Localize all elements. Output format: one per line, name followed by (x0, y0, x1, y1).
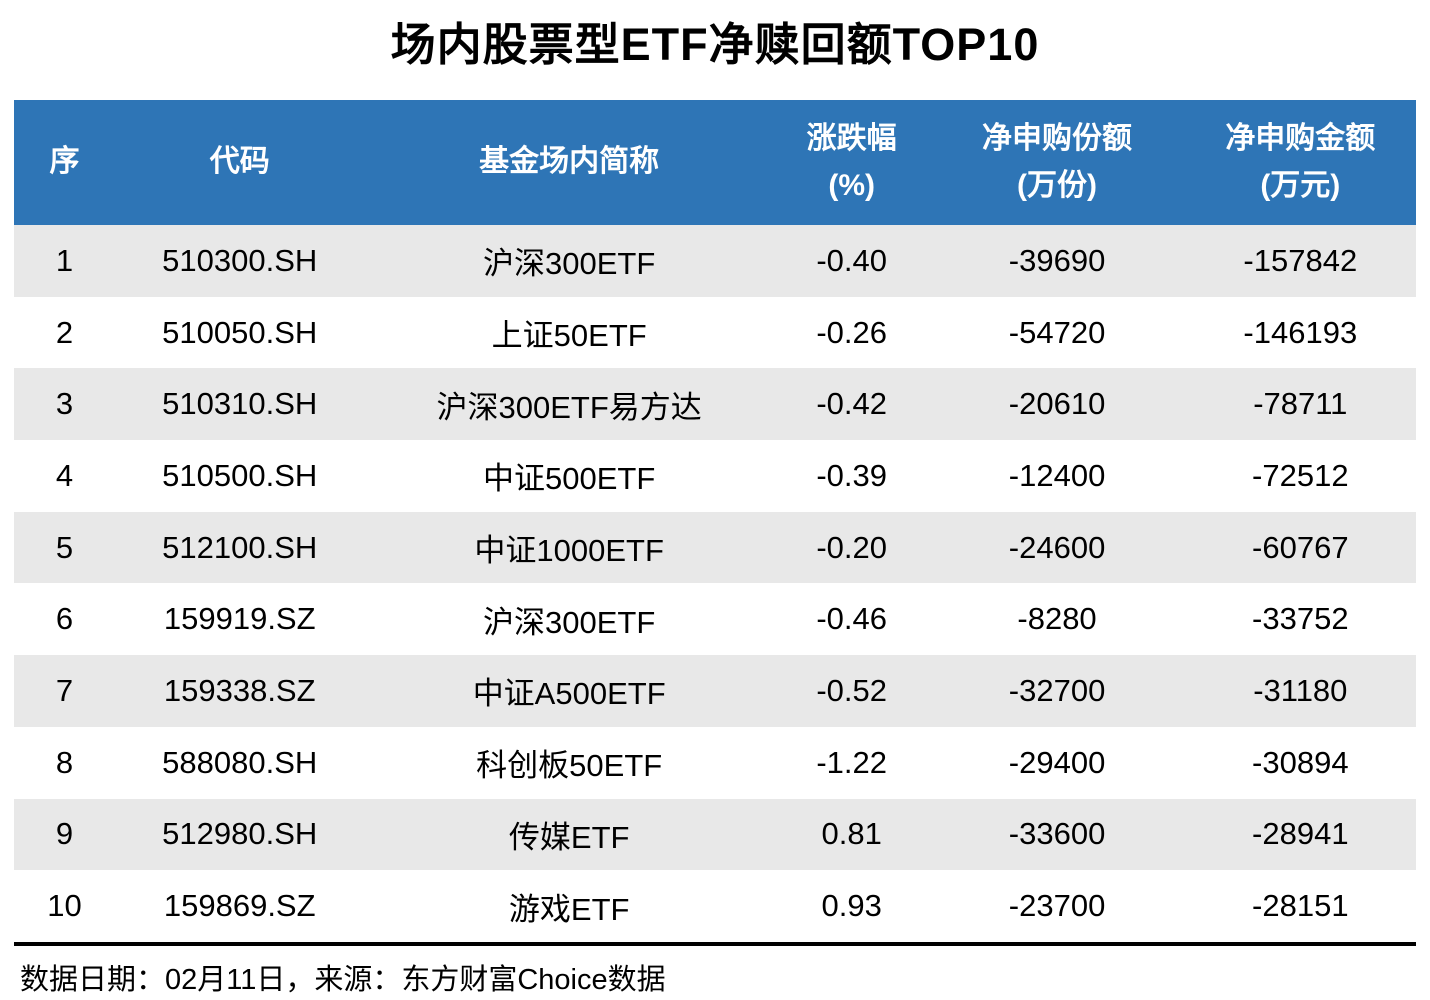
cell-change-pct: -0.42 (816, 386, 887, 422)
cell-net-amount: -33752 (1252, 601, 1349, 637)
table-row: 7 159338.SZ 中证A500ETF -0.52 -32700 -31180 (14, 655, 1416, 727)
column-label: 涨跌幅 (806, 122, 897, 155)
table-row: 9 512980.SH 传媒ETF 0.81 -33600 -28941 (14, 798, 1416, 871)
cell-fund-name: 中证A500ETF (472, 676, 666, 712)
cell-code: 159869.SZ (163, 888, 316, 924)
column-unit: (%) (828, 168, 875, 202)
cell-fund-name: 中证1000ETF (474, 533, 664, 569)
cell-change-pct: -0.39 (816, 457, 887, 493)
cell-net-shares: -32700 (1008, 672, 1106, 708)
cell-rank: 3 (55, 386, 74, 422)
header-row: 序 代码 基金场内简称 涨跌幅 (%) (14, 100, 1416, 225)
column-header-net-shares: 净申购份额 (万份) (929, 100, 1185, 225)
cell-change-pct: -0.52 (816, 672, 887, 708)
cell-fund-name: 科创板50ETF (476, 748, 663, 784)
column-label: 代码 (209, 145, 270, 179)
column-unit: (万份) (1017, 168, 1098, 202)
cell-rank: 5 (55, 529, 74, 565)
table-body: 1 510300.SH 沪深300ETF -0.40 -39690 -157842 2 510… (14, 225, 1416, 942)
cell-change-pct: -0.46 (816, 601, 887, 637)
table-header: 序 代码 基金场内简称 涨跌幅 (%) (14, 100, 1416, 225)
cell-net-amount: -31180 (1253, 672, 1348, 708)
cell-net-amount: -28151 (1252, 888, 1349, 924)
table-row: 8 588080.SH 科创板50ETF -1.22 -29400 -30894 (14, 726, 1416, 799)
column-header-fund-name: 基金场内简称 (364, 100, 774, 225)
cell-code: 588080.SH (162, 744, 318, 780)
column-label: 净申购金额 (1225, 122, 1376, 155)
cell-net-shares: -29400 (1008, 744, 1106, 780)
cell-net-shares: -23700 (1008, 888, 1106, 924)
cell-code: 510310.SH (162, 386, 318, 422)
column-label: 净申购份额 (982, 122, 1133, 155)
table-row: 2 510050.SH 上证50ETF -0.26 -54720 -146193 (14, 296, 1416, 369)
cell-rank: 1 (55, 242, 74, 278)
cell-rank: 9 (55, 816, 74, 852)
column-header-code: 代码 (114, 100, 365, 225)
table-row: 6 159919.SZ 沪深300ETF -0.46 -8280 -33752 (14, 583, 1416, 656)
cell-code: 159919.SZ (163, 601, 316, 637)
cell-fund-name: 游戏ETF (508, 891, 630, 927)
column-label: 基金场内简称 (479, 145, 660, 179)
cell-net-shares: -39690 (1008, 242, 1106, 278)
cell-change-pct: -0.20 (816, 529, 887, 565)
cell-code: 512980.SH (162, 816, 318, 852)
cell-net-amount: -28941 (1252, 816, 1349, 852)
column-header-net-amount: 净申购金额 (万元) (1184, 100, 1416, 225)
cell-fund-name: 沪深300ETF (483, 246, 656, 282)
cell-fund-name: 沪深300ETF (483, 604, 656, 640)
cell-net-amount: -30894 (1252, 744, 1349, 780)
cell-rank: 10 (47, 888, 82, 924)
column-label: 序 (49, 145, 80, 179)
footer-divider-line (14, 941, 1416, 946)
cell-fund-name: 传媒ETF (508, 819, 630, 855)
cell-rank: 6 (55, 601, 74, 637)
cell-net-shares: -12400 (1008, 457, 1106, 493)
column-header-rank: 序 (14, 100, 115, 225)
cell-code: 510300.SH (162, 242, 318, 278)
cell-code: 510050.SH (162, 314, 318, 350)
cell-net-amount: -146193 (1243, 314, 1358, 350)
cell-net-shares: -33600 (1008, 816, 1106, 852)
table-row: 5 512100.SH 中证1000ETF -0.20 -24600 -60767 (14, 511, 1416, 584)
etf-table-container: 序 代码 基金场内简称 涨跌幅 (%) (14, 100, 1416, 942)
cell-net-amount: -157842 (1243, 242, 1358, 278)
cell-fund-name: 中证500ETF (483, 461, 656, 497)
cell-net-amount: -78711 (1253, 386, 1348, 422)
cell-rank: 7 (55, 672, 74, 708)
cell-change-pct: 0.81 (821, 816, 882, 852)
cell-net-amount: -60767 (1252, 529, 1349, 565)
cell-code: 510500.SH (162, 457, 318, 493)
cell-net-shares: -20610 (1008, 386, 1106, 422)
cell-change-pct: -0.26 (816, 314, 887, 350)
table-row: 1 510300.SH 沪深300ETF -0.40 -39690 -157842 (14, 225, 1416, 297)
table-row: 4 510500.SH 中证500ETF -0.39 -12400 -72512 (14, 440, 1416, 512)
column-header-change-pct: 涨跌幅 (%) (773, 100, 930, 225)
etf-table: 序 代码 基金场内简称 涨跌幅 (%) (14, 100, 1416, 942)
cell-fund-name: 沪深300ETF易方达 (436, 389, 702, 425)
cell-fund-name: 上证50ETF (491, 318, 647, 354)
page-title: 场内股票型ETF净赎回额TOP10 (390, 19, 1040, 70)
cell-net-amount: -72512 (1252, 457, 1349, 493)
column-unit: (万元) (1260, 168, 1341, 202)
cell-rank: 8 (55, 744, 74, 780)
cell-change-pct: -0.40 (816, 242, 887, 278)
cell-rank: 2 (55, 314, 74, 350)
table-row: 3 510310.SH 沪深300ETF易方达 -0.42 -20610 -78711 (14, 368, 1416, 441)
cell-rank: 4 (55, 457, 74, 493)
table-row: 10 159869.SZ 游戏ETF 0.93 -23700 -28151 (14, 870, 1416, 942)
cell-code: 512100.SH (162, 529, 318, 565)
cell-change-pct: -1.22 (816, 744, 887, 780)
cell-net-shares: -24600 (1008, 529, 1106, 565)
cell-net-shares: -8280 (1017, 601, 1097, 637)
cell-net-shares: -54720 (1008, 314, 1106, 350)
cell-code: 159338.SZ (163, 672, 316, 708)
cell-change-pct: 0.93 (821, 888, 882, 924)
data-source-note: 数据日期：02月11日，来源：东方财富Choice数据 (20, 963, 666, 996)
